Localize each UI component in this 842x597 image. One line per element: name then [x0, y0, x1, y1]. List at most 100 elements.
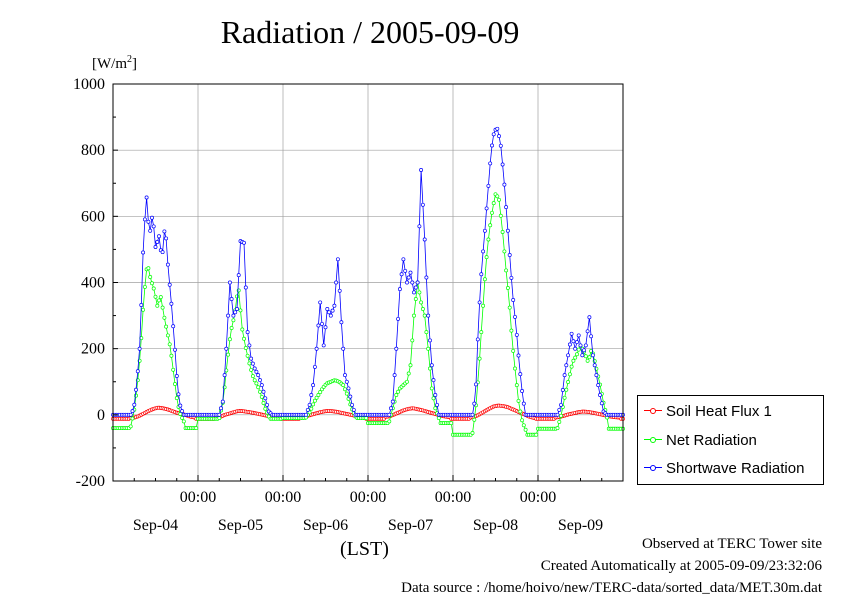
data-point: [583, 354, 588, 359]
data-point: [229, 326, 234, 330]
series-group: [111, 126, 625, 437]
data-point: [171, 324, 176, 329]
data-point: [174, 374, 179, 378]
y-tick-label: 0: [97, 407, 105, 424]
footer-source: Data source : /home/hoivo/new/TERC-data/…: [401, 580, 822, 596]
y-axis-unit: [W/m2]: [92, 54, 137, 73]
data-point: [562, 373, 567, 378]
data-point: [401, 257, 406, 262]
data-point: [160, 305, 165, 310]
data-point: [227, 280, 232, 285]
legend-label: Soil Heat Flux 1: [666, 402, 772, 420]
data-point: [249, 367, 254, 372]
data-point: [405, 379, 409, 384]
data-point: [130, 409, 135, 414]
data-point: [258, 389, 262, 394]
data-point: [436, 416, 441, 421]
data-point: [164, 324, 169, 329]
x-time-label: 00:00: [350, 489, 386, 506]
data-point: [157, 234, 161, 239]
data-point: [128, 424, 133, 429]
data-point: [559, 413, 563, 418]
data-point: [523, 427, 528, 432]
data-point: [424, 330, 429, 335]
data-point: [396, 316, 401, 321]
data-point: [165, 333, 170, 338]
data-point: [470, 412, 475, 417]
data-point: [429, 386, 434, 391]
data-point: [320, 321, 324, 326]
data-point: [521, 423, 526, 428]
data-point: [311, 383, 316, 388]
data-point: [307, 402, 312, 407]
data-point: [576, 333, 581, 338]
legend-item-net-radiation: Net Radiation: [644, 429, 757, 451]
data-point: [502, 249, 507, 254]
data-point: [250, 361, 255, 366]
data-point: [254, 381, 259, 386]
data-point: [514, 383, 519, 388]
data-point: [259, 394, 264, 399]
data-point: [575, 352, 579, 357]
data-point: [169, 301, 174, 306]
data-point: [405, 280, 409, 285]
data-point: [419, 168, 424, 172]
data-point: [399, 272, 404, 277]
chart-title: Radiation / 2005-09-09: [220, 14, 520, 50]
data-point: [337, 288, 342, 293]
data-point: [180, 415, 185, 420]
data-point: [132, 402, 137, 407]
data-point: [162, 229, 167, 234]
data-point: [518, 409, 523, 414]
data-point: [387, 412, 392, 417]
data-point: [507, 305, 512, 310]
legend-swatch-green: [644, 434, 662, 446]
data-point: [403, 268, 408, 273]
data-point: [242, 336, 246, 341]
data-point: [181, 419, 186, 424]
data-point: [162, 315, 167, 320]
data-point: [348, 394, 353, 399]
data-point: [408, 363, 413, 368]
data-point: [419, 300, 424, 305]
data-point: [410, 338, 415, 343]
data-point: [252, 366, 257, 371]
footer-site: Observed at TERC Tower site: [641, 536, 822, 552]
data-point: [169, 353, 174, 358]
x-axis-label: (LST): [340, 538, 389, 560]
data-point: [520, 418, 525, 423]
y-tick-label: 400: [81, 275, 105, 292]
data-point: [153, 245, 158, 249]
data-point: [573, 346, 578, 351]
data-point: [148, 275, 153, 279]
y-axis-unit-text: [W/m: [92, 56, 127, 72]
data-point: [235, 294, 239, 299]
data-point: [433, 406, 438, 411]
x-day-label: Sep-09: [558, 517, 603, 534]
data-point: [318, 300, 323, 305]
data-point: [578, 343, 583, 348]
data-point: [259, 383, 264, 388]
data-point: [582, 348, 586, 353]
data-point: [481, 249, 486, 254]
data-point: [481, 303, 486, 308]
data-point: [520, 389, 525, 393]
data-point: [141, 250, 146, 255]
legend-label: Net Radiation: [666, 431, 757, 449]
data-point: [521, 401, 526, 406]
data-point: [165, 262, 170, 267]
data-point: [314, 395, 319, 400]
data-point: [392, 373, 397, 378]
data-point: [505, 228, 510, 233]
data-point: [343, 387, 347, 392]
data-point: [587, 355, 592, 360]
data-point: [576, 347, 581, 352]
data-point: [160, 250, 165, 255]
data-point: [231, 313, 236, 318]
x-day-label: Sep-07: [388, 517, 433, 534]
x-time-label: 00:00: [265, 489, 301, 506]
data-point: [180, 409, 185, 414]
data-point: [229, 297, 234, 301]
data-point: [433, 393, 438, 397]
data-point: [424, 275, 429, 280]
